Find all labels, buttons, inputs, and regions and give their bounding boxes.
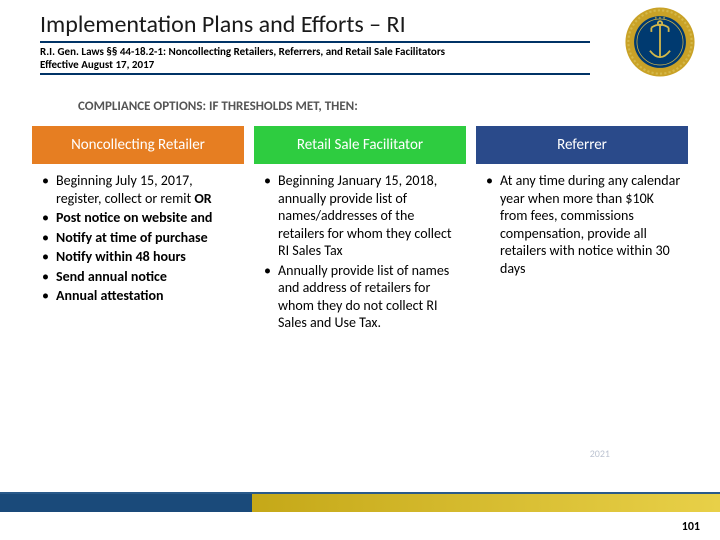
list-facilitator: Beginning January 15, 2018, annually pro… (264, 172, 460, 332)
list-item: Beginning July 15, 2017, register, colle… (42, 172, 238, 207)
list-item: Notify at time of purchase (42, 229, 238, 247)
col-referrer: Referrer At any time during any calendar… (476, 126, 688, 342)
col-body-referrer: At any time during any calendar year whe… (476, 164, 688, 287)
list-item: At any time during any calendar year whe… (486, 172, 682, 277)
list-referrer: At any time during any calendar year whe… (486, 172, 682, 277)
col-retail-sale-facilitator: Retail Sale Facilitator Beginning Januar… (254, 126, 466, 342)
list-item: Beginning January 15, 2018, annually pro… (264, 172, 460, 260)
col-body-facilitator: Beginning January 15, 2018, annually pro… (254, 164, 466, 342)
col-header-noncollecting: Noncollecting Retailer (32, 126, 244, 164)
page-title: Implementation Plans and Efforts – RI (40, 10, 590, 43)
slide-header: Implementation Plans and Efforts – RI R.… (0, 0, 720, 81)
columns-container: Noncollecting Retailer Beginning July 15… (0, 126, 720, 342)
list-item: Annually provide list of names and addre… (264, 262, 460, 332)
col-noncollecting-retailer: Noncollecting Retailer Beginning July 15… (32, 126, 244, 342)
col-body-noncollecting: Beginning July 15, 2017, register, colle… (32, 164, 244, 315)
list-item: Send annual notice (42, 268, 238, 286)
watermark-text: 2021 (590, 447, 610, 460)
list-noncollecting: Beginning July 15, 2017, register, colle… (42, 172, 238, 305)
footer-band (0, 494, 720, 512)
compliance-heading: COMPLIANCE OPTIONS: IF THRESHOLDS MET, T… (78, 99, 720, 114)
statute-subtitle: R.I. Gen. Laws §§ 44-18.2-1: Noncollecti… (40, 45, 590, 58)
list-item: Post notice on website and (42, 209, 238, 227)
col-header-referrer: Referrer (476, 126, 688, 164)
state-seal-icon: ★ ★ ★ (624, 6, 696, 78)
col-header-facilitator: Retail Sale Facilitator (254, 126, 466, 164)
page-number: 101 (682, 520, 700, 534)
list-item: Notify within 48 hours (42, 248, 238, 266)
effective-date: Effective August 17, 2017 (40, 58, 590, 75)
svg-text:★ ★ ★: ★ ★ ★ (654, 16, 666, 20)
list-item: Annual attestation (42, 287, 238, 305)
